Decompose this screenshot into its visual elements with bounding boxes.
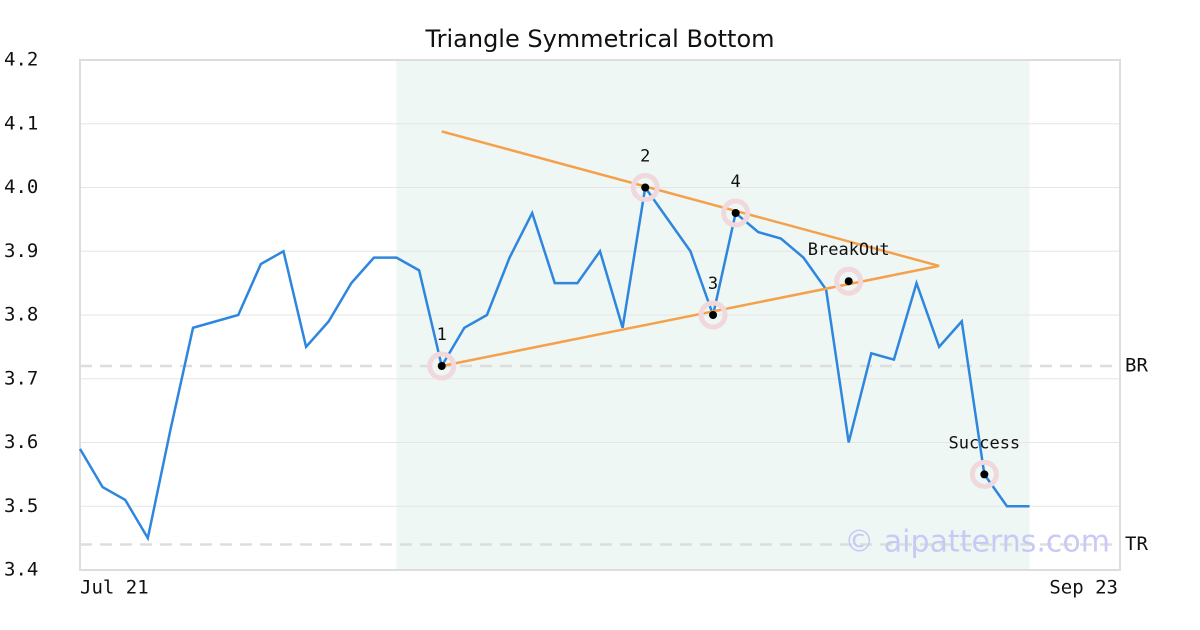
y-tick-label: 4.0 [4,176,38,198]
y-tick-label: 3.7 [4,367,38,389]
y-tick-label: 3.8 [4,304,38,326]
level-label: BR [1125,355,1148,377]
y-tick-label: 4.2 [4,49,38,71]
y-tick-label: 3.6 [4,431,38,453]
point [709,311,718,319]
price-line [78,184,1030,542]
x-tick-label: Sep 23 [1049,577,1118,599]
point [641,183,650,192]
watermark: © aipatterns.com [844,525,1110,560]
point-halo [630,173,660,202]
point-halo [698,300,728,330]
point [980,470,989,479]
plot-frame [79,59,1121,571]
point-label: Success [949,433,1021,453]
y-tick-label: 3.5 [4,495,38,517]
pattern-line [441,264,940,368]
y-tick-label: 3.9 [4,240,38,262]
level-label: TR [1125,533,1148,555]
chart-title: Triangle Symmetrical Bottom [424,25,774,53]
x-tick-label: Jul 21 [80,577,149,599]
pattern-line [441,130,940,268]
point-label: 2 [640,147,650,167]
point [731,209,740,217]
point-label: 4 [731,172,741,192]
point-halo [427,351,457,381]
y-tick-label: 3.4 [4,559,38,581]
point-label: BreakOut [808,240,890,260]
point-halo [834,266,864,296]
point [844,277,853,286]
point-halo [969,459,999,489]
point-halo [721,198,751,228]
point-label: 1 [437,325,447,345]
point-label: 3 [708,274,718,294]
y-tick-label: 4.1 [4,112,38,134]
point [437,362,446,370]
